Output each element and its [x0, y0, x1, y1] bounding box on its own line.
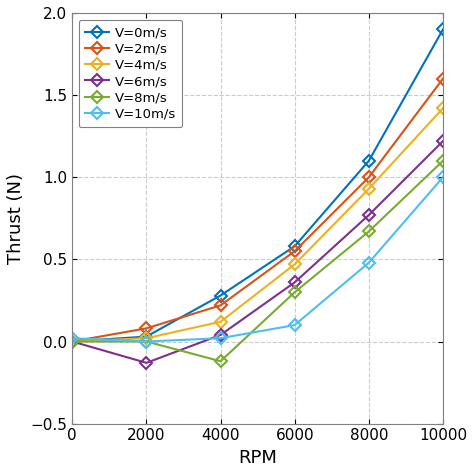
V=10m/s [69, 336, 75, 341]
V=4m/s [440, 105, 446, 111]
V=10m/s [144, 338, 149, 344]
V=8m/s [69, 338, 75, 344]
V=2m/s [144, 326, 149, 331]
V=6m/s [69, 338, 75, 344]
V=0m/s [440, 27, 446, 32]
V=2m/s [218, 302, 223, 308]
V=2m/s [366, 174, 372, 180]
V=8m/s [366, 228, 372, 234]
Line: V=10m/s: V=10m/s [68, 173, 447, 346]
Line: V=2m/s: V=2m/s [68, 74, 447, 346]
V=6m/s [218, 332, 223, 338]
V=2m/s [440, 76, 446, 82]
V=10m/s [440, 174, 446, 180]
V=2m/s [292, 248, 298, 254]
V=0m/s [144, 334, 149, 339]
V=0m/s [218, 292, 223, 298]
V=6m/s [144, 360, 149, 366]
V=8m/s [292, 289, 298, 295]
V=10m/s [218, 336, 223, 341]
V=10m/s [366, 260, 372, 265]
V=0m/s [69, 338, 75, 344]
V=8m/s [440, 158, 446, 164]
Y-axis label: Thrust (N): Thrust (N) [7, 173, 25, 264]
V=4m/s [144, 336, 149, 341]
V=4m/s [292, 262, 298, 267]
V=6m/s [292, 280, 298, 285]
V=4m/s [218, 319, 223, 325]
Line: V=0m/s: V=0m/s [68, 25, 447, 346]
V=10m/s [292, 322, 298, 328]
X-axis label: RPM: RPM [238, 449, 277, 467]
Line: V=8m/s: V=8m/s [68, 156, 447, 365]
V=4m/s [366, 186, 372, 191]
Line: V=6m/s: V=6m/s [68, 137, 447, 367]
V=6m/s [366, 212, 372, 218]
V=4m/s [69, 338, 75, 344]
V=2m/s [69, 338, 75, 344]
Line: V=4m/s: V=4m/s [68, 104, 447, 346]
V=8m/s [144, 338, 149, 344]
V=6m/s [440, 138, 446, 144]
V=0m/s [366, 158, 372, 164]
V=8m/s [218, 358, 223, 364]
V=0m/s [292, 243, 298, 249]
Legend: V=0m/s, V=2m/s, V=4m/s, V=6m/s, V=8m/s, V=10m/s: V=0m/s, V=2m/s, V=4m/s, V=6m/s, V=8m/s, … [79, 19, 182, 127]
